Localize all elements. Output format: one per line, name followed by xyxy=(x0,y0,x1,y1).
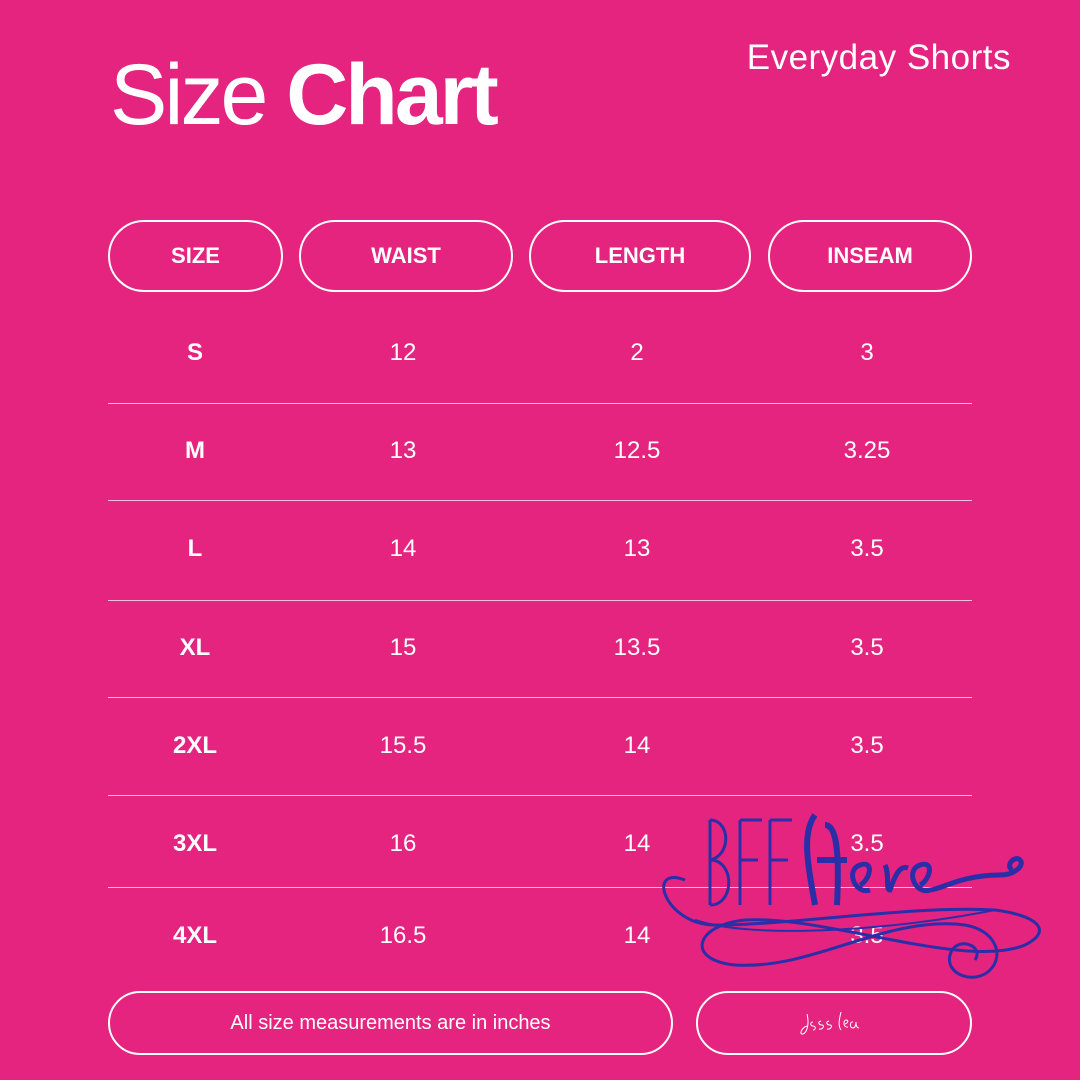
cell-size: M xyxy=(185,437,205,464)
cell-size: XL xyxy=(179,634,211,661)
column-header-size: SIZE xyxy=(108,220,283,292)
cell-waist: 16 xyxy=(389,830,417,857)
cell-length: 12.5 xyxy=(613,437,661,464)
row-divider xyxy=(108,403,972,404)
cell-length: 14 xyxy=(623,732,651,759)
cell-inseam: 3.5 xyxy=(850,830,884,857)
cell-inseam: 3.5 xyxy=(850,535,884,562)
cell-inseam: 3.25 xyxy=(843,437,891,464)
row-divider xyxy=(108,600,972,601)
page-title: Size Chart xyxy=(110,52,499,138)
cell-length: 14 xyxy=(623,830,651,857)
cell-length: 13.5 xyxy=(613,634,661,661)
cell-inseam: 3 xyxy=(860,339,874,366)
cell-size: 4XL xyxy=(172,922,217,949)
bff-here-logo xyxy=(662,813,1041,979)
column-header-inseam: INSEAM xyxy=(768,220,972,292)
cell-waist: 12 xyxy=(389,339,417,366)
cell-waist: 14 xyxy=(389,535,417,562)
signature-icon xyxy=(800,1011,860,1035)
cell-size: S xyxy=(186,339,203,366)
column-header-length: LENGTH xyxy=(529,220,751,292)
row-divider xyxy=(108,500,972,501)
cell-inseam: 3.5 xyxy=(850,634,884,661)
cell-size: 3XL xyxy=(172,830,217,857)
row-divider xyxy=(108,795,972,796)
cell-waist: 13 xyxy=(389,437,417,464)
cell-inseam: 3.5 xyxy=(850,732,884,759)
cell-length: 14 xyxy=(623,922,651,949)
row-divider xyxy=(108,887,972,888)
cell-waist: 15 xyxy=(389,634,417,661)
title-light: Size xyxy=(110,47,268,143)
cell-size: L xyxy=(187,535,203,562)
cell-waist: 15.5 xyxy=(379,732,427,759)
product-name: Everyday Shorts xyxy=(746,38,1011,77)
signature-box xyxy=(696,991,972,1055)
cell-size: 2XL xyxy=(172,732,217,759)
footer-note: All size measurements are in inches xyxy=(108,991,673,1055)
column-header-waist: WAIST xyxy=(299,220,513,292)
cell-length: 2 xyxy=(630,339,644,366)
title-bold: Chart xyxy=(286,47,499,143)
cell-length: 13 xyxy=(623,535,651,562)
cell-waist: 16.5 xyxy=(379,922,427,949)
row-divider xyxy=(108,697,972,698)
